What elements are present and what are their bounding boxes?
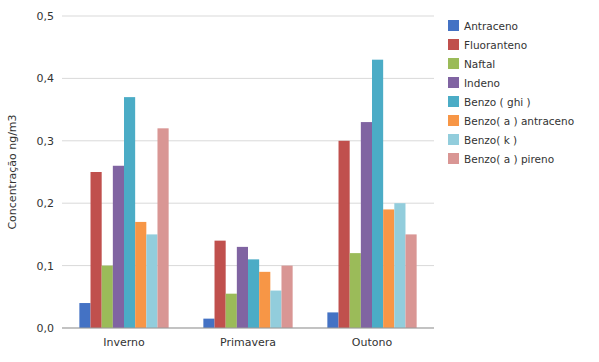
bar — [226, 294, 237, 328]
legend-swatch — [448, 20, 459, 31]
y-tick-label: 0,0 — [37, 322, 55, 335]
legend-swatch — [448, 39, 459, 50]
legend-label: Benzo ( ghi ) — [464, 96, 531, 108]
y-axis-label: Concentração ng/m3 — [6, 114, 19, 229]
y-tick-label: 0,5 — [37, 10, 55, 23]
x-tick-label: Primavera — [220, 336, 276, 349]
grid — [62, 16, 434, 328]
x-axis-line — [62, 328, 434, 329]
legend-label: Indeno — [464, 77, 500, 89]
legend-swatch — [448, 134, 459, 145]
x-tick-label: Inverno — [103, 336, 145, 349]
bar — [248, 259, 259, 328]
bar — [146, 234, 157, 328]
bar — [215, 241, 226, 328]
bar — [383, 209, 394, 328]
legend-label: Antraceno — [464, 20, 518, 32]
bar — [372, 60, 383, 328]
chart-container: 0,0 0,1 0,2 0,3 0,4 0,5 Concentração ng/m3 Inve… — [0, 0, 599, 362]
bar — [270, 291, 281, 328]
bar — [135, 222, 146, 328]
bar — [394, 203, 405, 328]
legend-swatch — [448, 153, 459, 164]
bar — [281, 266, 292, 328]
y-tick-label: 0,2 — [37, 197, 55, 210]
legend-label: Benzo( a ) antraceno — [464, 115, 574, 127]
bar — [124, 97, 135, 328]
bar — [79, 303, 90, 328]
y-tick-label: 0,4 — [37, 72, 55, 85]
grid-line — [62, 16, 434, 17]
bar — [339, 141, 350, 328]
bar — [91, 172, 102, 328]
legend: Antraceno Fluoranteno Naftal Indeno Benzo ( … — [448, 20, 574, 165]
legend-swatch — [448, 58, 459, 69]
bar — [350, 253, 361, 328]
legend-label: Fluoranteno — [464, 39, 527, 51]
legend-swatch — [448, 115, 459, 126]
legend-label: Benzo( a ) pireno — [464, 153, 554, 165]
bar — [113, 166, 124, 328]
bars — [79, 60, 416, 328]
y-tick-label: 0,3 — [37, 135, 55, 148]
bar — [203, 319, 214, 328]
x-tick-label: Outono — [352, 336, 393, 349]
chart: 0,0 0,1 0,2 0,3 0,4 0,5 Concentração ng/m3 Inve… — [0, 0, 599, 362]
bar — [237, 247, 248, 328]
bar — [361, 122, 372, 328]
legend-swatch — [448, 96, 459, 107]
grid-line — [62, 328, 434, 329]
bar — [102, 266, 113, 328]
bar — [157, 128, 168, 328]
y-tick-label: 0,1 — [37, 260, 55, 273]
legend-label: Naftal — [464, 58, 495, 70]
legend-swatch — [448, 77, 459, 88]
bar — [259, 272, 270, 328]
legend-label: Benzo( k ) — [464, 134, 517, 146]
bar — [405, 234, 416, 328]
bar — [327, 312, 338, 328]
